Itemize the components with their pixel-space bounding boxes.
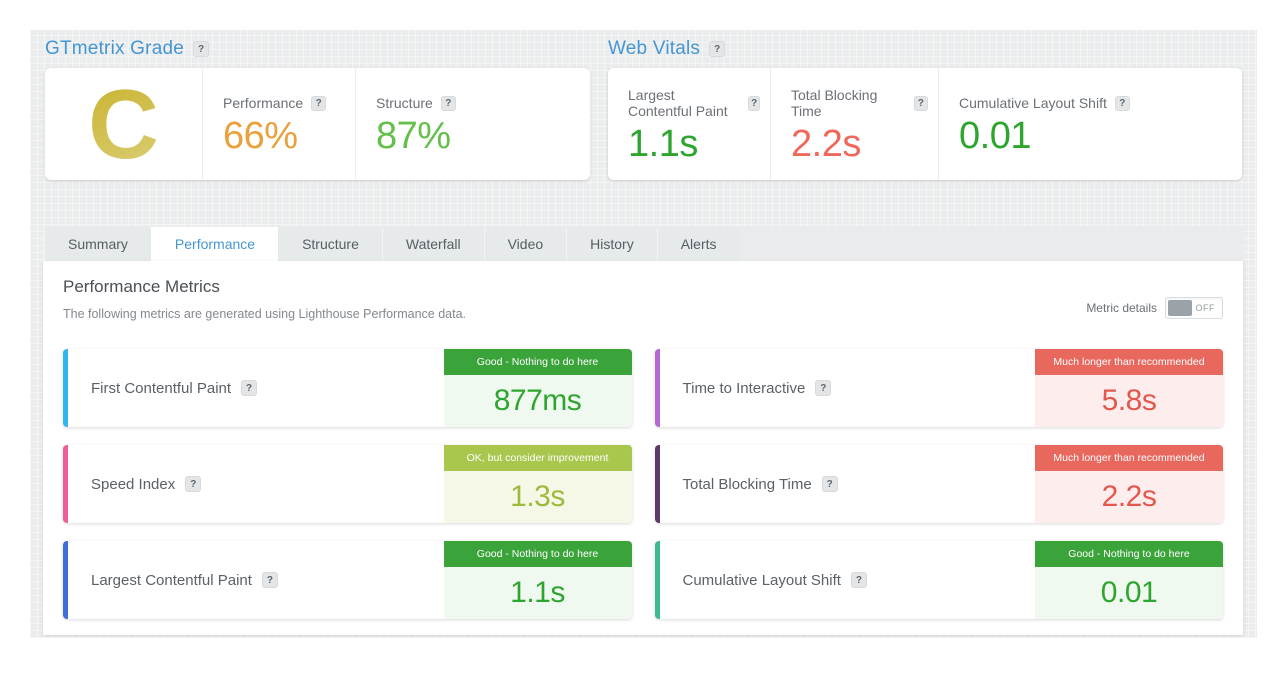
performance-score-label: Performance: [223, 95, 304, 111]
structure-score-label: Structure: [376, 95, 433, 111]
help-icon[interactable]: ?: [311, 95, 327, 111]
grade-letter-cell: C: [45, 68, 202, 180]
status-badge: Good - Nothing to do here: [443, 541, 632, 567]
accent-bar: [63, 349, 68, 427]
tab-structure[interactable]: Structure: [278, 227, 382, 261]
help-icon[interactable]: ?: [440, 95, 456, 111]
metric-label: First Contentful Paint: [91, 379, 232, 397]
tab-summary[interactable]: Summary: [45, 227, 151, 261]
metric-card-largest-contentful-paint: Largest Contentful Paint ? Good - Nothin…: [63, 541, 632, 619]
help-icon[interactable]: ?: [815, 380, 832, 396]
vital-cls-label: Cumulative Layout Shift: [959, 95, 1107, 111]
metric-label: Speed Index: [91, 475, 176, 493]
toggle-knob: [1168, 300, 1192, 316]
metric-card-time-to-interactive: Time to Interactive ? Much longer than r…: [654, 349, 1223, 427]
report-panel: GTmetrix Grade ? Web Vitals ? C Performa…: [30, 30, 1257, 638]
metric-card-total-blocking-time: Total Blocking Time ? Much longer than r…: [654, 445, 1223, 523]
tab-bar-filler: [739, 227, 1243, 261]
metric-label: Time to Interactive: [682, 379, 806, 397]
metric-value-box: Much longer than recommended 5.8s: [1035, 349, 1223, 427]
metric-card-cumulative-layout-shift: Cumulative Layout Shift ? Good - Nothing…: [654, 541, 1223, 619]
status-badge: OK, but consider improvement: [443, 445, 632, 471]
tab-video[interactable]: Video: [483, 227, 567, 261]
page-subtitle: The following metrics are generated usin…: [63, 307, 467, 321]
tab-performance[interactable]: Performance: [150, 227, 279, 261]
help-icon[interactable]: ?: [913, 95, 928, 111]
metric-value: 877ms: [443, 375, 632, 427]
metric-details-toggle-row: Metric details OFF: [1086, 297, 1223, 319]
vital-tbt-value: 2.2s: [791, 123, 861, 165]
metric-value-box: Good - Nothing to do here 0.01: [1035, 541, 1223, 619]
help-icon[interactable]: ?: [1114, 95, 1130, 111]
metric-value: 0.01: [1035, 567, 1223, 619]
accent-bar: [654, 349, 660, 427]
tab-history[interactable]: History: [566, 227, 657, 261]
grade-structure-cell: Structure ? 87%: [355, 68, 590, 180]
vital-lcp-cell: Largest Contentful Paint ? 1.1s: [608, 68, 770, 180]
tab-bar: Summary Performance Structure Waterfall …: [45, 227, 1243, 261]
metric-details-label: Metric details: [1086, 301, 1157, 315]
help-icon[interactable]: ?: [709, 41, 726, 57]
metric-value-box: Good - Nothing to do here 877ms: [443, 349, 632, 427]
status-badge: Much longer than recommended: [1035, 445, 1223, 471]
accent-bar: [63, 445, 68, 523]
vital-cls-cell: Cumulative Layout Shift ? 0.01: [938, 68, 1242, 180]
grade-performance-cell: Performance ? 66%: [202, 68, 355, 180]
status-badge: Much longer than recommended: [1035, 349, 1223, 375]
web-vitals-card: Largest Contentful Paint ? 1.1s Total Bl…: [608, 68, 1242, 180]
grade-section-header: GTmetrix Grade ?: [45, 36, 209, 62]
vital-tbt-cell: Total Blocking Time ? 2.2s: [770, 68, 938, 180]
vitals-section-header: Web Vitals ?: [608, 36, 726, 62]
metric-label: Largest Contentful Paint: [91, 571, 252, 589]
metric-label: Cumulative Layout Shift: [682, 571, 841, 589]
toggle-state-text: OFF: [1195, 303, 1215, 313]
help-icon[interactable]: ?: [821, 476, 838, 492]
metric-value-box: Much longer than recommended 2.2s: [1035, 445, 1223, 523]
page-title: Performance Metrics: [63, 277, 220, 296]
metric-card-speed-index: Speed Index ? OK, but consider improveme…: [63, 445, 632, 523]
accent-bar: [654, 445, 660, 523]
vital-cls-value: 0.01: [959, 115, 1031, 157]
grade-section-title: GTmetrix Grade: [45, 38, 184, 59]
metric-value: 1.1s: [443, 567, 632, 619]
metric-value: 5.8s: [1035, 375, 1223, 427]
help-icon[interactable]: ?: [850, 572, 867, 588]
vital-lcp-label: Largest Contentful Paint: [628, 87, 728, 119]
metric-value-box: OK, but consider improvement 1.3s: [443, 445, 632, 523]
vital-tbt-label: Total Blocking Time: [791, 87, 878, 119]
help-icon[interactable]: ?: [241, 380, 258, 396]
accent-bar: [63, 541, 68, 619]
grade-letter: C: [88, 69, 159, 179]
performance-score-value: 66%: [223, 115, 298, 157]
metric-details-toggle[interactable]: OFF: [1165, 297, 1223, 319]
vitals-section-title: Web Vitals: [608, 38, 701, 59]
metric-value: 1.3s: [443, 471, 632, 523]
metric-value: 2.2s: [1035, 471, 1223, 523]
metric-label: Total Blocking Time: [682, 475, 812, 493]
metric-value-box: Good - Nothing to do here 1.1s: [443, 541, 632, 619]
help-icon[interactable]: ?: [261, 572, 278, 588]
help-icon[interactable]: ?: [748, 95, 760, 111]
status-badge: Good - Nothing to do here: [443, 349, 632, 375]
grade-card: C Performance ? 66% Structure ? 87%: [45, 68, 590, 180]
metric-card-first-contentful-paint: First Contentful Paint ? Good - Nothing …: [63, 349, 632, 427]
structure-score-value: 87%: [376, 115, 451, 157]
metric-cards-grid: First Contentful Paint ? Good - Nothing …: [63, 349, 1223, 619]
tab-alerts[interactable]: Alerts: [656, 227, 740, 261]
tab-waterfall[interactable]: Waterfall: [381, 227, 484, 261]
help-icon[interactable]: ?: [193, 41, 209, 57]
status-badge: Good - Nothing to do here: [1035, 541, 1223, 567]
help-icon[interactable]: ?: [185, 476, 202, 492]
vital-lcp-value: 1.1s: [628, 123, 698, 165]
accent-bar: [654, 541, 660, 619]
performance-tab-panel: Performance Metrics The following metric…: [43, 261, 1243, 635]
